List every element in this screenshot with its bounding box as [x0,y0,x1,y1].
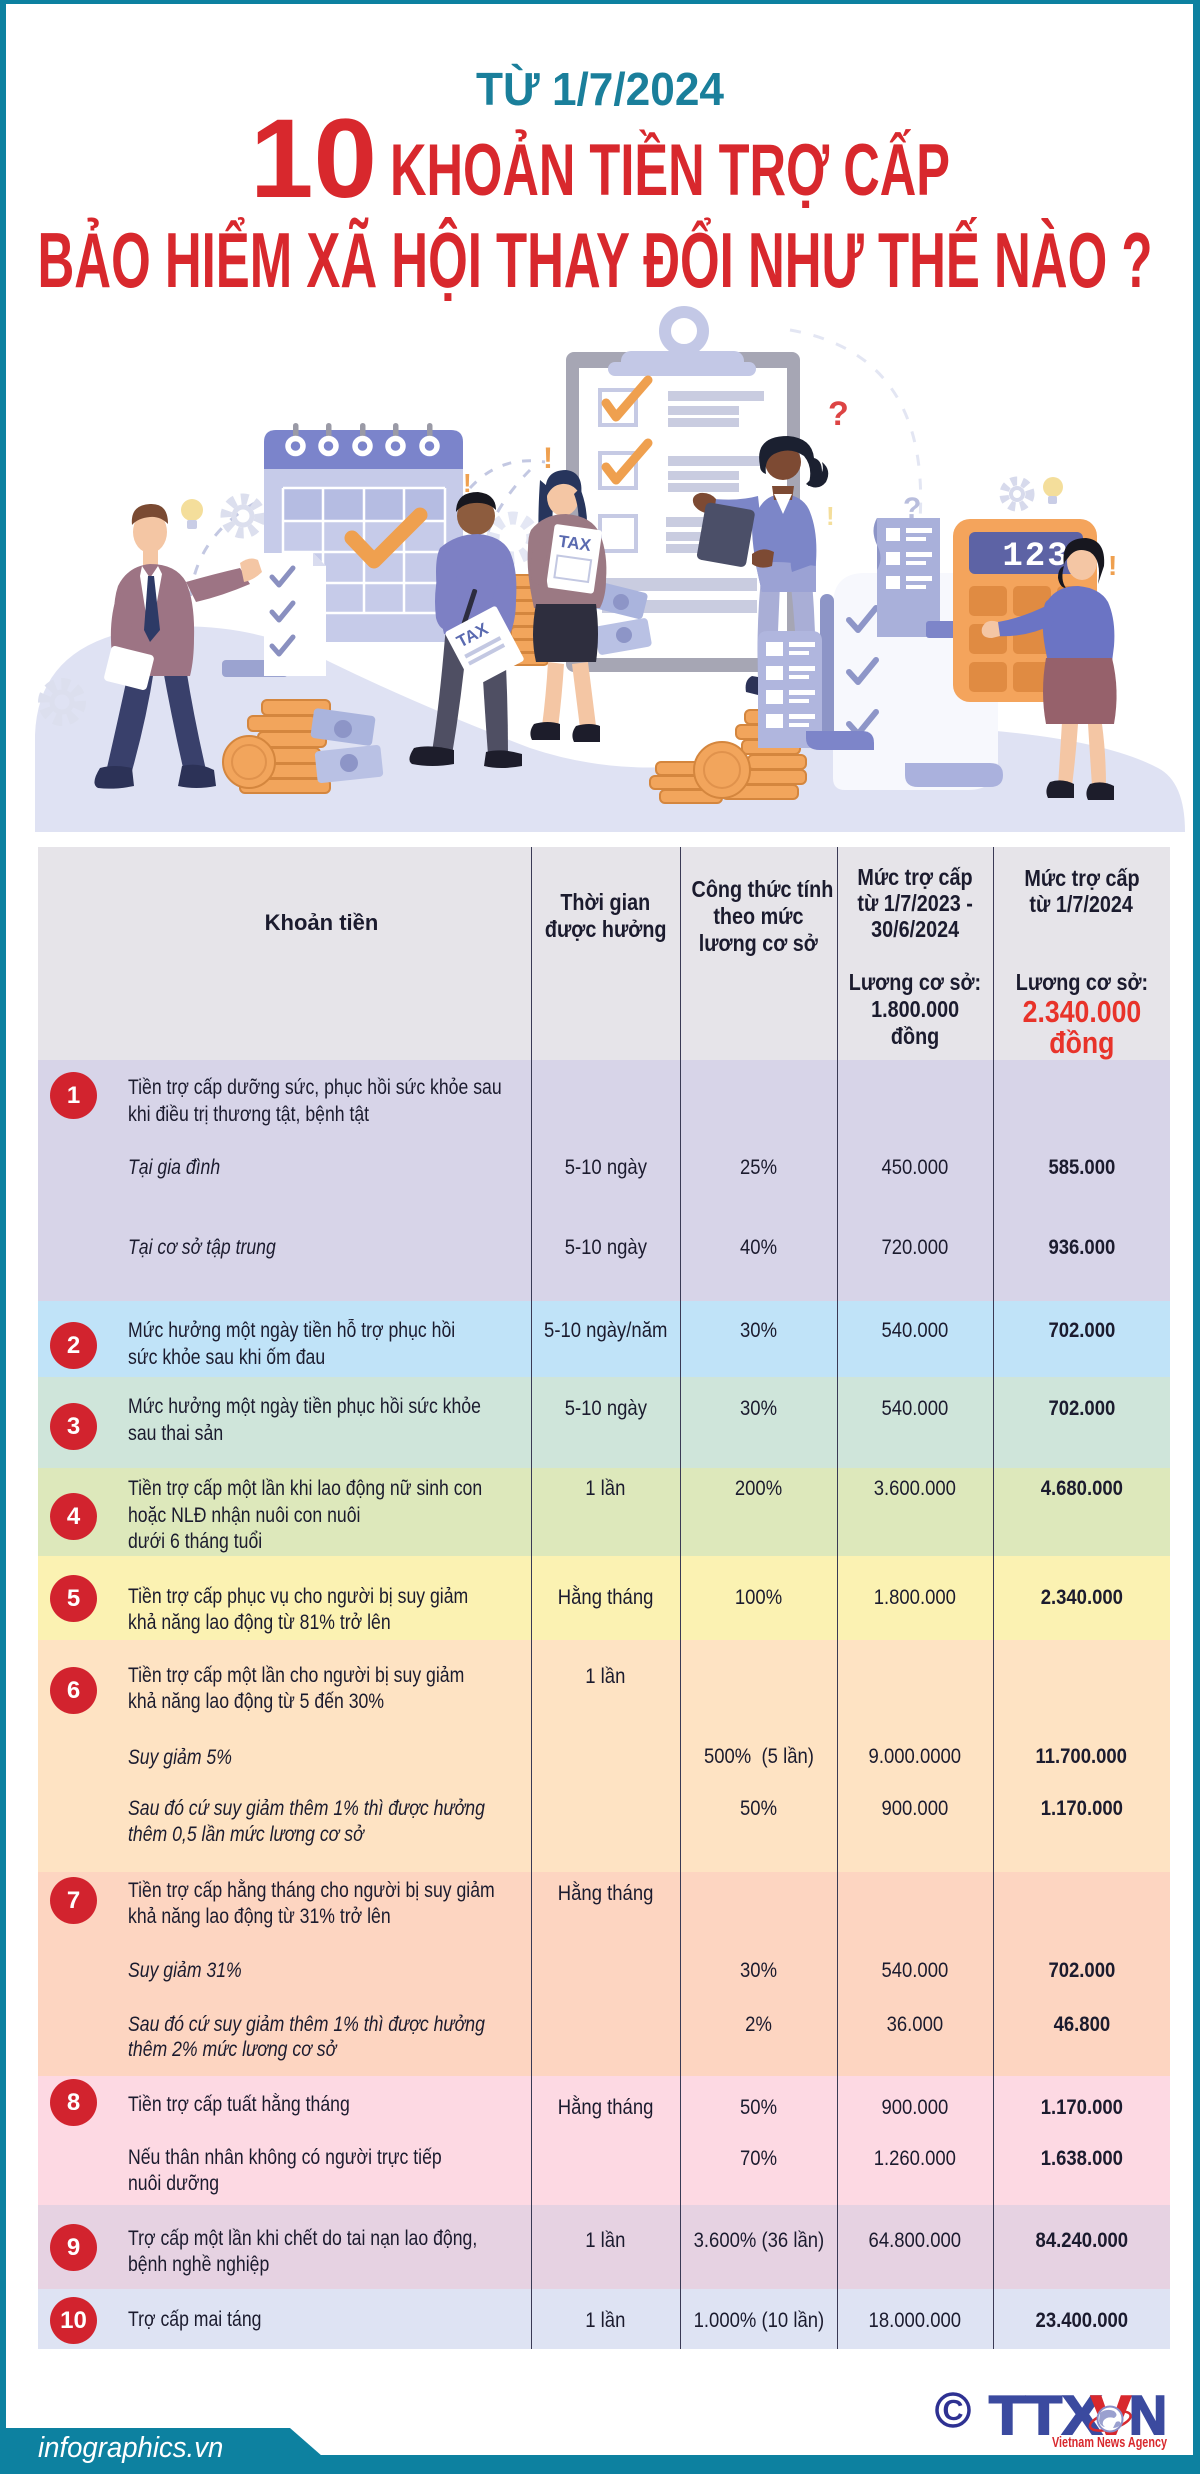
svg-text:BẢO HIỂM XÃ HỘI THAY ĐỔI NHƯ T: BẢO HIỂM XÃ HỘI THAY ĐỔI NHƯ THẾ NÀO ? [38,216,1153,304]
svg-text:N: N [1129,2384,1167,2446]
svg-text:!: ! [1108,550,1117,581]
svg-text:C: C [943,2395,964,2427]
svg-text:!: ! [463,468,472,498]
svg-text:Vietnam News Agency: Vietnam News Agency [1052,2435,1167,2451]
svg-text:?: ? [903,492,921,525]
svg-text:TỪ 1/7/2024: TỪ 1/7/2024 [476,63,724,115]
svg-text:!: ! [543,442,553,475]
svg-text:TAX: TAX [557,532,593,555]
svg-text:!: ! [826,501,835,531]
svg-text:?: ? [828,395,849,433]
svg-text:KHOẢN TIỀN TRỢ CẤP: KHOẢN TIỀN TRỢ CẤP [390,130,950,211]
svg-text:123: 123 [1002,538,1069,576]
svg-text:TTX: TTX [989,2384,1102,2446]
svg-text:10: 10 [250,96,377,221]
